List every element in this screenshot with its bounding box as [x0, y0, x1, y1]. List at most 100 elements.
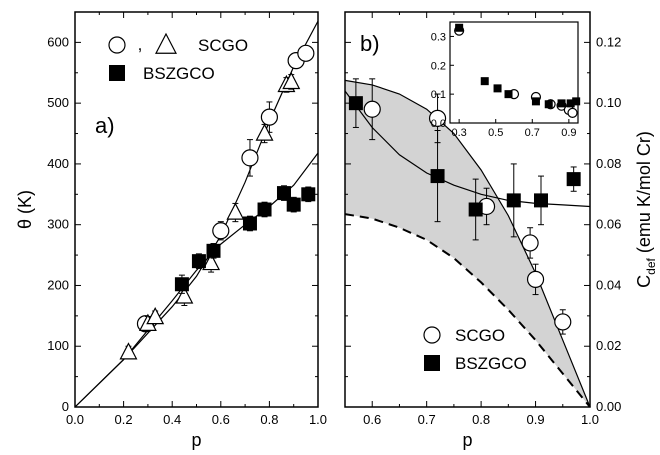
legend-label-bszgco: BSZGCO	[143, 64, 215, 83]
y-tick-label-b: 0.06	[596, 217, 621, 232]
x-tick-label-a: 0.8	[260, 412, 278, 427]
legend-marker-circle	[423, 326, 441, 344]
y-tick-label-b: 0.02	[596, 338, 621, 353]
data-point-bszgco-square	[257, 202, 272, 217]
inset-point-bszgco	[455, 23, 464, 32]
inset-b: 0.3 0.5 0.7 0.9 0.0 0.1 0.2 0.3	[431, 21, 581, 139]
data-point-bszgco-square	[191, 254, 206, 269]
data-point-scgo-triangle	[226, 202, 245, 220]
plot-frame-b	[344, 11, 591, 408]
data-point-scgo-circle	[554, 313, 572, 331]
panel-a: 0.0 0.2 0.4 0.6 0.8 1.0 0 100 200 300 400 500 600 p θ …	[15, 11, 327, 450]
y-axis-title-main: C	[634, 275, 654, 288]
data-point-bszgco-square	[430, 169, 445, 184]
legend-marker-square	[424, 355, 440, 371]
legend-marker-square	[109, 65, 125, 81]
data-point-scgo-circle	[428, 109, 447, 127]
legend-a: , SCGO BSZGCO	[108, 32, 248, 83]
data-point-bszgco-square	[174, 277, 189, 292]
data-point-scgo-triangle	[146, 306, 165, 325]
inset-x-tick-label: 0.5	[488, 127, 503, 139]
x-tick-label-b: 0.6	[363, 412, 381, 427]
data-point-scgo-circle	[297, 44, 315, 62]
inset-point-bszgco	[480, 77, 489, 86]
x-tick-label-b: 1.0	[581, 412, 599, 427]
data-point-scgo-circle	[260, 108, 278, 126]
data-point-bszgco-square	[506, 193, 521, 208]
legend-marker-circle	[108, 36, 126, 54]
legend-label-scgo: SCGO	[198, 36, 248, 55]
x-axis-title-b: p	[462, 430, 472, 450]
y-tick-label-b: 0.12	[596, 34, 621, 49]
data-point-scgo-circle	[526, 270, 545, 288]
data-point-scgo-circle	[521, 234, 539, 252]
panel-b: 0.6 0.7 0.8 0.9 1.00.00 0.02 0.04 0.06 0.08 0.10 0…	[344, 11, 658, 450]
legend-label-bszgco: BSZGCO	[455, 354, 527, 373]
inset-point-scgo	[567, 107, 578, 119]
data-point-scgo-triangle	[119, 342, 138, 360]
y-tick-label-b: 0.04	[596, 277, 621, 292]
y-tick-label-a: 100	[47, 338, 69, 353]
y-axis-title-a: θ (K)	[15, 190, 35, 229]
inset-point-bszgco	[531, 97, 540, 106]
y-tick-label-a: 600	[47, 34, 69, 49]
data-point-bszgco-square	[276, 186, 291, 201]
x-axis-title-a: p	[191, 430, 201, 450]
shaded-band	[345, 80, 590, 408]
inset-x-tick-label: 0.9	[561, 127, 576, 139]
inset-y-tick-label: 0.3	[431, 31, 446, 43]
data-point-bszgco-square	[566, 172, 581, 187]
legend-separator: ,	[138, 35, 143, 54]
inset-point-bszgco	[504, 90, 513, 99]
data-point-bszgco-square	[286, 197, 301, 212]
y-tick-label-a: 200	[47, 277, 69, 292]
x-tick-label-b: 0.9	[527, 412, 545, 427]
inset-x-tick-label: 0.3	[451, 127, 466, 139]
x-tick-label-b: 0.8	[472, 412, 490, 427]
band-lower-dashed-curve	[344, 213, 591, 408]
y-axis-title-units: (emu K/mol Cr)	[634, 131, 654, 258]
data-point-scgo-triangle	[282, 71, 301, 90]
inset-y-tick-label: 0.2	[431, 60, 446, 72]
y-tick-label-b: 0.10	[596, 95, 621, 110]
x-tick-label-a: 0.4	[163, 412, 181, 427]
panel-label-b: b)	[360, 31, 380, 56]
y-tick-label-a: 0	[62, 399, 69, 414]
inset-point-bszgco	[572, 97, 581, 106]
x-tick-label-a: 0.2	[115, 412, 133, 427]
data-point-bszgco-square	[534, 193, 548, 208]
legend-marker-triangle	[155, 32, 177, 54]
data-point-bszgco-square	[206, 243, 221, 258]
data-point-scgo-circle	[212, 222, 230, 240]
x-tick-label-b: 0.7	[418, 412, 436, 427]
y-tick-label-a: 300	[47, 217, 69, 232]
inset-x-tick-label: 0.7	[525, 127, 540, 139]
legend-b: SCGO BSZGCO	[423, 326, 527, 373]
y-tick-label-b: 0.08	[596, 156, 621, 171]
y-tick-label-a: 500	[47, 95, 69, 110]
y-axis-title-sub: def	[644, 258, 658, 275]
data-point-scgo-circle	[241, 149, 259, 167]
inset-point-bszgco	[493, 84, 502, 93]
y-tick-label-b: 0.00	[596, 399, 621, 414]
data-point-bszgco-square	[468, 202, 483, 217]
data-point-scgo-circle	[363, 100, 381, 118]
data-point-scgo-triangle	[255, 123, 274, 141]
x-tick-label-a: 1.0	[309, 412, 327, 427]
data-point-bszgco-square	[348, 96, 363, 111]
inset-point-bszgco	[566, 99, 575, 108]
inset-point-bszgco	[544, 100, 553, 109]
data-point-scgo-triangle	[175, 286, 194, 304]
data-point-bszgco-square	[301, 187, 316, 202]
y-tick-label-a: 400	[47, 156, 69, 171]
band-upper-curve	[344, 79, 591, 408]
y-axis-title-b: Cdef (emu K/mol Cr)	[634, 131, 658, 288]
data-point-bszgco-square	[242, 216, 257, 231]
data-point-scgo-triangle	[202, 252, 221, 271]
x-tick-label-a: 0.0	[66, 412, 84, 427]
fit-curve-b-0	[344, 90, 591, 208]
inset-y-tick-label: 0.0	[431, 118, 446, 130]
panel-label-a: a)	[95, 113, 115, 138]
legend-label-scgo: SCGO	[455, 326, 505, 345]
